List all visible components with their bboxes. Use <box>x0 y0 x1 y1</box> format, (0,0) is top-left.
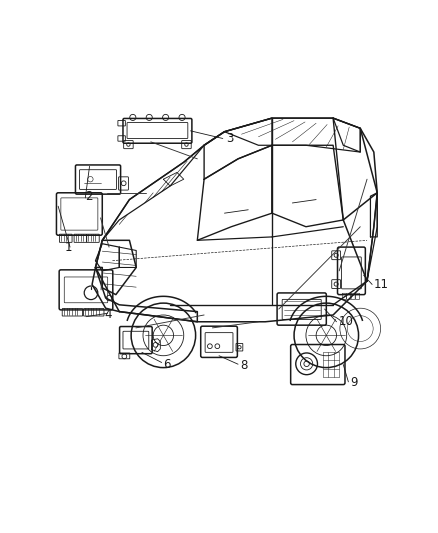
Text: 8: 8 <box>240 359 247 373</box>
Text: 3: 3 <box>226 132 233 145</box>
Text: 2: 2 <box>85 190 93 203</box>
Text: 6: 6 <box>163 358 171 371</box>
Text: 1: 1 <box>65 240 72 254</box>
Text: 11: 11 <box>374 278 389 291</box>
Text: 9: 9 <box>350 376 357 390</box>
Text: 4: 4 <box>104 309 111 321</box>
Text: 10: 10 <box>338 316 353 328</box>
